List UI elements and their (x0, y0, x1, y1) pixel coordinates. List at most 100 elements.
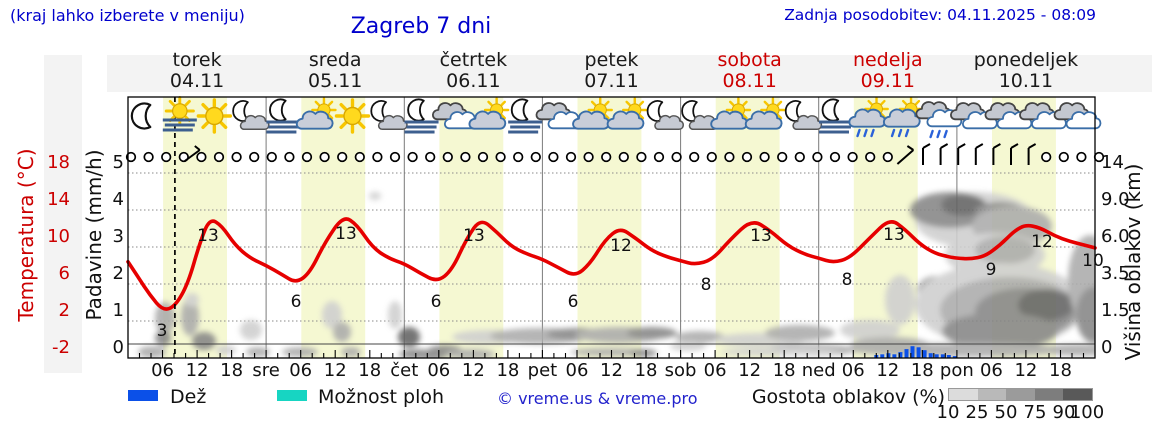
axis-tick-label: 5 (112, 152, 124, 173)
sun-icon (334, 98, 371, 134)
temperature-curve (126, 217, 1097, 311)
day-header-nedelja: nedelja 09.11 (818, 50, 958, 92)
density-shade-segment (1034, 389, 1064, 400)
cloud-icon (882, 108, 921, 128)
rain-drops-icon (856, 128, 875, 138)
wind-barb-icon (939, 143, 949, 165)
axis-tick-label: 6 (58, 263, 70, 284)
day-name: nedelja (852, 49, 923, 71)
wind-calm-icon (301, 151, 313, 163)
density-tick-label: 90 (1052, 402, 1076, 423)
wind-barb-icon (1027, 143, 1037, 165)
day-date: 07.11 (584, 70, 639, 92)
moon-icon (232, 100, 249, 122)
hour-label: 18 (358, 360, 382, 381)
hour-label: 18 (220, 360, 244, 381)
fog-icon (162, 118, 197, 132)
hour-label: 12 (461, 360, 485, 381)
density-tick-label: 50 (994, 402, 1018, 423)
cloud-icon (654, 114, 684, 130)
density-shade-segment (1006, 389, 1035, 400)
rain-legend-swatch (128, 390, 158, 401)
wind-barb-icon (974, 143, 984, 165)
wind-calm-icon (231, 151, 242, 163)
wind-calm-icon (407, 151, 418, 163)
menu-hint[interactable]: (kraj lahko izberete v meniju) (10, 6, 245, 25)
left-axis-strip (44, 55, 82, 373)
fog-icon (404, 120, 439, 134)
hour-label: 06 (841, 360, 865, 381)
hour-label: 18 (634, 360, 658, 381)
wind-calm-icon (425, 151, 436, 163)
credit-link[interactable]: © vreme.us & vreme.pro (497, 389, 698, 408)
weather-icon-moon-cloud (370, 100, 408, 130)
hour-label: 06 (289, 360, 313, 381)
weather-icon-sun-fog (162, 95, 197, 132)
day-name: ponedeljek (973, 49, 1079, 71)
svg-text:12: 12 (610, 236, 632, 256)
fog-icon (818, 120, 853, 134)
cloud-icon (606, 110, 645, 130)
day-header-sobota: sobota 08.11 (680, 50, 820, 92)
wind-calm-icon (777, 151, 788, 163)
svg-text:3: 3 (157, 321, 168, 341)
axis-tick-label: 1.5 (1101, 300, 1130, 321)
wind-row (125, 143, 1105, 165)
plot-border (127, 96, 1096, 359)
axis-tick-label: 6.0 (1101, 226, 1130, 247)
wind-calm-icon (249, 151, 260, 163)
hour-label: 18 (772, 360, 796, 381)
wind-calm-icon (865, 151, 876, 163)
density-shade-segment (949, 389, 978, 400)
wind-calm-icon (442, 151, 453, 163)
svg-text:13: 13 (463, 226, 485, 246)
wind-calm-icon (653, 151, 665, 163)
svg-text:6: 6 (431, 292, 442, 312)
wind-calm-icon (583, 151, 594, 163)
axis-tick-label: 2 (58, 300, 70, 321)
wind-calm-icon (636, 151, 647, 163)
wind-calm-icon (671, 151, 682, 163)
axis-tick-label: -2 (52, 337, 70, 358)
wind-calm-icon (354, 151, 365, 163)
day-date: 05.11 (308, 70, 363, 92)
fog-icon (266, 120, 301, 134)
weather-icon-moon-cloud (232, 100, 270, 130)
wind-calm-icon (601, 151, 612, 163)
axis-tick-label: 3 (112, 226, 124, 247)
cloud-icon (744, 110, 783, 130)
weather-icon-moon-fog (818, 98, 853, 134)
weather-icon-clouds (950, 102, 998, 130)
wind-barb-icon (922, 143, 931, 165)
weather-icon-sun-cloud (295, 97, 337, 130)
cloud-icon (295, 110, 334, 130)
page-title: Zagreb 7 dni (350, 14, 492, 39)
wind-barb-icon (184, 145, 201, 162)
density-tick-label: 75 (1023, 402, 1047, 423)
day-date: 08.11 (722, 70, 777, 92)
density-shade-segment (1063, 389, 1092, 400)
moon-icon (130, 102, 152, 130)
weather-icon-sun-cloud (572, 97, 613, 130)
axis-tick-label: 10 (47, 226, 70, 247)
axis-tick-label: 14 (1101, 152, 1124, 173)
wind-calm-icon (794, 151, 805, 163)
hour-label: 06 (151, 360, 174, 381)
wind-calm-icon (548, 151, 559, 163)
moon-icon (407, 98, 425, 122)
hour-label: 06 (427, 360, 451, 381)
hour-label: 06 (703, 360, 727, 381)
weather-icon-moon-fog (508, 98, 543, 134)
wind-calm-icon (372, 151, 383, 163)
cloud-density-legend-label: Gostota oblakov (%) (751, 386, 945, 408)
showers-legend-label: Možnost ploh (318, 386, 445, 408)
weather-icon-moon-cloud (784, 100, 823, 130)
hour-label: 12 (600, 360, 623, 381)
day-date: 06.11 (446, 70, 501, 92)
x-axis-ticks (138, 350, 1085, 358)
wind-calm-icon (460, 151, 471, 163)
wind-calm-icon (125, 151, 137, 163)
weather-icon-moon (130, 102, 152, 130)
svg-text:9: 9 (986, 260, 997, 280)
day-name: sreda (308, 49, 362, 71)
